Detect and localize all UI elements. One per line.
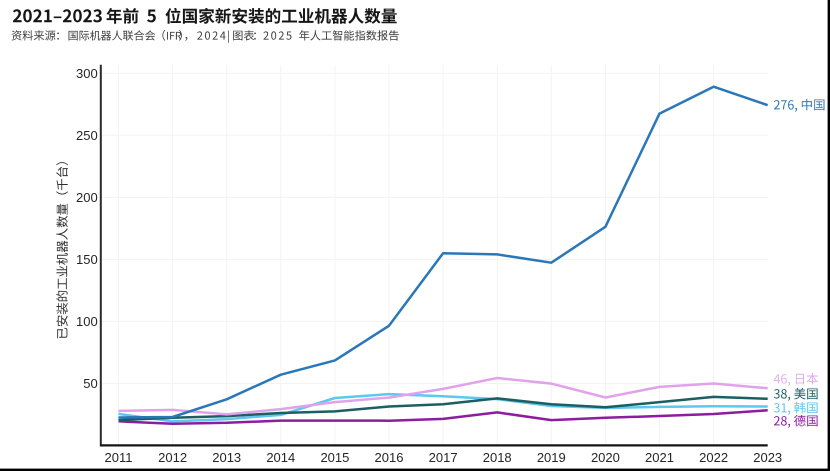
svg-text:50: 50 <box>83 376 97 391</box>
svg-text:2015: 2015 <box>320 450 349 465</box>
svg-text:200: 200 <box>76 190 98 205</box>
svg-text:2014: 2014 <box>266 450 295 465</box>
svg-text:100: 100 <box>76 314 98 329</box>
svg-text:2017: 2017 <box>429 450 458 465</box>
svg-text:2021: 2021 <box>645 450 674 465</box>
svg-text:2013: 2013 <box>212 450 241 465</box>
svg-text:2022: 2022 <box>699 450 728 465</box>
svg-text:2012: 2012 <box>158 450 187 465</box>
svg-text:2018: 2018 <box>483 450 512 465</box>
svg-text:300: 300 <box>76 66 98 81</box>
svg-text:2016: 2016 <box>375 450 404 465</box>
svg-text:2019: 2019 <box>537 450 566 465</box>
svg-text:2023: 2023 <box>753 450 782 465</box>
svg-text:2011: 2011 <box>105 450 133 465</box>
svg-text:250: 250 <box>76 128 98 143</box>
svg-text:2020: 2020 <box>591 450 620 465</box>
svg-text:150: 150 <box>76 252 98 267</box>
